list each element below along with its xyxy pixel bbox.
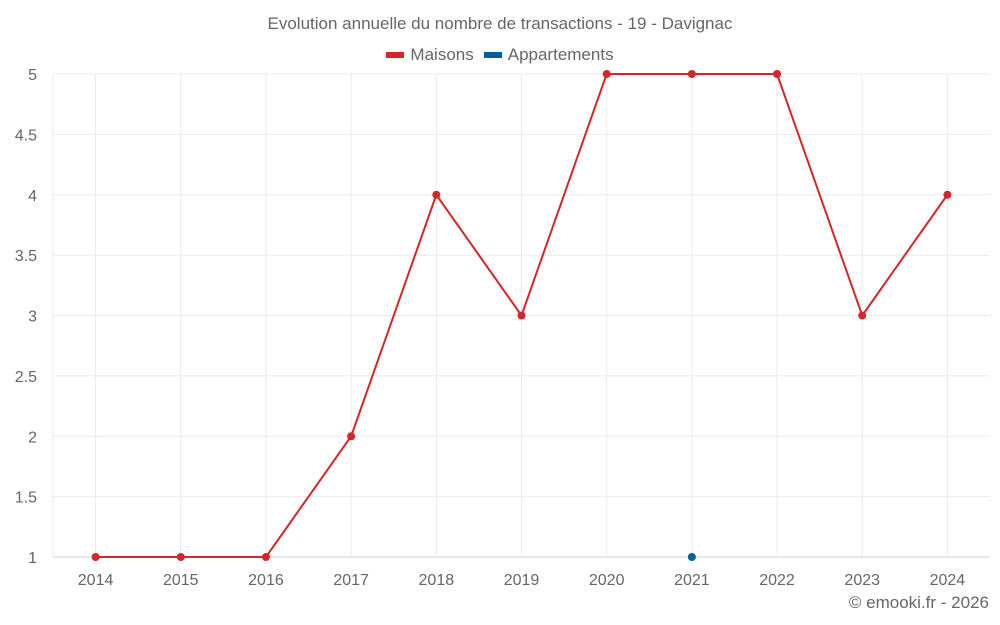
- y-tick-label: 5: [28, 67, 37, 84]
- legend-item-maisons[interactable]: Maisons: [386, 45, 474, 65]
- data-point-maisons[interactable]: [176, 553, 185, 561]
- x-tick-label: 2024: [930, 572, 966, 589]
- legend-item-appartements[interactable]: Appartements: [483, 45, 614, 65]
- data-point-maisons[interactable]: [687, 70, 696, 78]
- legend: Maisons Appartements: [0, 45, 1000, 65]
- y-tick-label: 2: [28, 429, 37, 446]
- data-point-maisons[interactable]: [943, 190, 952, 199]
- y-tick-label: 1.5: [15, 490, 37, 507]
- x-tick-label: 2015: [163, 572, 199, 589]
- data-point-maisons[interactable]: [91, 553, 100, 561]
- y-tick-label: 1: [28, 550, 37, 567]
- legend-label-appartements: Appartements: [507, 45, 614, 64]
- y-tick-label: 4.5: [15, 127, 37, 144]
- y-tick-label: 2.5: [15, 369, 37, 386]
- y-tick-label: 3: [28, 309, 37, 326]
- data-point-maisons[interactable]: [602, 70, 611, 78]
- appartements-swatch-icon: [483, 52, 502, 58]
- credit-text: © emooki.fr - 2026: [848, 593, 989, 612]
- x-tick-label: 2019: [504, 572, 540, 589]
- x-tick-label: 2018: [419, 572, 455, 589]
- x-tick-label: 2014: [78, 572, 114, 589]
- legend-label-maisons: Maisons: [410, 45, 474, 64]
- data-point-maisons[interactable]: [261, 553, 270, 561]
- x-tick-label: 2020: [589, 572, 625, 589]
- x-tick-label: 2021: [674, 572, 710, 589]
- x-tick-label: 2016: [248, 572, 284, 589]
- y-tick-label: 4: [28, 188, 37, 205]
- chart-title: Evolution annuelle du nombre de transact…: [267, 14, 733, 33]
- data-point-maisons[interactable]: [858, 311, 867, 320]
- data-point-maisons[interactable]: [773, 70, 782, 78]
- maisons-swatch-icon: [386, 52, 405, 58]
- data-point-maisons[interactable]: [432, 190, 441, 199]
- data-point-maisons[interactable]: [517, 311, 526, 320]
- x-tick-label: 2017: [333, 572, 369, 589]
- y-tick-label: 3.5: [15, 248, 37, 265]
- x-tick-label: 2022: [759, 572, 795, 589]
- data-point-maisons[interactable]: [347, 432, 356, 441]
- data-point-appartements[interactable]: [687, 553, 696, 561]
- x-tick-label: 2023: [844, 572, 880, 589]
